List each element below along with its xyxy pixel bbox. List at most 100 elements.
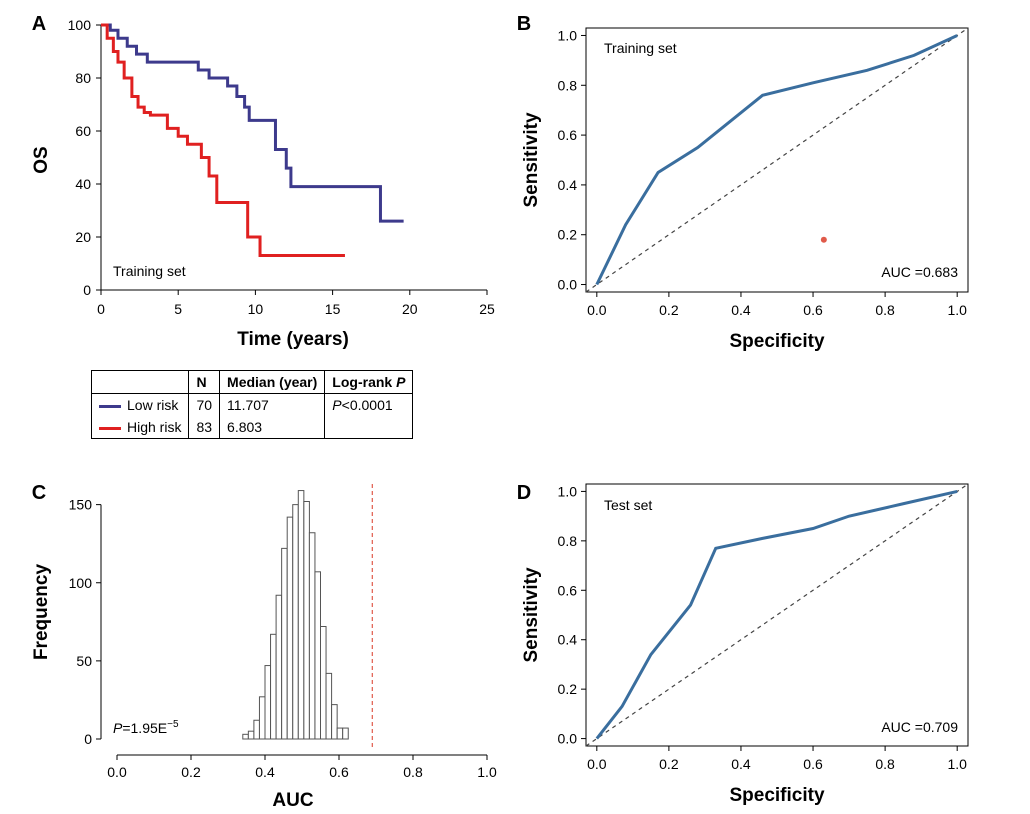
y-tick-label: 1.0: [558, 27, 578, 43]
table-cell-n: 83: [188, 416, 221, 439]
y-tick-label: 0.6: [558, 127, 578, 143]
y-tick-label: 20: [75, 229, 91, 245]
y-tick-label: 0: [83, 282, 91, 298]
panel-letter-b: B: [517, 13, 531, 35]
y-tick-label: 0.8: [558, 77, 578, 93]
km-curve-high-risk: [101, 23, 345, 258]
y-tick-label: 50: [76, 653, 92, 669]
table-cell-p: [324, 416, 414, 439]
km-summary-table: N Median (year) Log-rank P Low risk 70 1…: [90, 370, 414, 439]
y-tick-label: 0.0: [558, 731, 578, 747]
y-axis-title-c: Frequency: [31, 564, 52, 661]
x-axis-title-d: Specificity: [729, 785, 824, 806]
x-tick-label: 0: [97, 301, 105, 317]
x-tick-label: 0.2: [659, 756, 679, 772]
x-tick-label: 10: [248, 301, 264, 317]
y-tick-label: 0.2: [558, 227, 578, 243]
histogram-bar: [331, 704, 338, 740]
x-tick-label: 1.0: [947, 756, 967, 772]
table-header-median: Median (year): [219, 370, 326, 394]
x-axis-title-c: AUC: [272, 790, 313, 811]
histogram-bar: [297, 490, 305, 740]
y-tick-label: 0.0: [558, 277, 578, 293]
table-header-group: [90, 370, 190, 394]
x-tick-label: 0.0: [107, 764, 127, 780]
plot-frame-d: [585, 483, 969, 747]
table-header-row: N Median (year) Log-rank P: [90, 370, 414, 394]
histogram-bar: [264, 665, 272, 740]
y-tick-label: 150: [69, 497, 93, 513]
panel-letter-a: A: [32, 13, 46, 35]
histogram-bar: [320, 626, 327, 740]
y-tick-label: 1.0: [558, 483, 578, 499]
x-tick-label: 0.4: [255, 764, 275, 780]
histogram-bar: [258, 696, 266, 740]
y-axis-title-b: Sensitivity: [521, 112, 542, 207]
x-tick-label: 0.4: [731, 756, 751, 772]
y-tick-label: 0.8: [558, 533, 578, 549]
histogram-bar: [336, 727, 344, 740]
diagonal-reference-line-b: [585, 27, 969, 293]
histogram-bar: [303, 501, 310, 740]
table-cell-p: P<0.0001: [324, 393, 414, 416]
table-cell-group: Low risk: [90, 393, 190, 416]
legend-line-low-risk: [99, 404, 121, 408]
y-tick-label: 60: [75, 123, 91, 139]
annotation-d: Test set: [604, 497, 652, 513]
table-header-n: N: [188, 370, 221, 394]
y-tick-label: 80: [75, 70, 91, 86]
x-tick-label: 15: [325, 301, 341, 317]
histogram-bar: [325, 672, 333, 740]
roc-curve-b: [595, 34, 958, 286]
y-tick-label: 0.4: [558, 632, 578, 648]
histogram-bar: [242, 733, 249, 740]
panel-a-annotation: Training set: [113, 263, 186, 279]
y-axis-title-d: Sensitivity: [521, 567, 542, 662]
x-tick-label: 0.8: [875, 756, 895, 772]
histogram-bar: [275, 594, 283, 740]
group-label: Low risk: [127, 397, 179, 413]
histogram-bar: [342, 727, 349, 740]
group-label: High risk: [127, 419, 182, 435]
roc-curve-d: [595, 489, 958, 740]
legend-line-high-risk: [99, 426, 121, 430]
y-tick-label: 0.6: [558, 582, 578, 598]
table-row-high-risk: High risk 83 6.803: [90, 416, 414, 439]
p-value: <0.0001: [341, 397, 393, 413]
x-tick-label: 0.2: [181, 764, 201, 780]
histogram-bar: [281, 547, 288, 740]
x-tick-label: 1.0: [947, 302, 967, 318]
x-tick-label: 0.6: [329, 764, 349, 780]
km-curve-low-risk: [101, 23, 404, 223]
panel-letter-d: D: [517, 482, 531, 504]
outlier-point-b: [820, 236, 827, 243]
histogram-bar: [308, 532, 316, 740]
histogram-bar: [253, 719, 260, 740]
y-tick-label: 100: [68, 17, 92, 33]
panel-letter-c: C: [32, 482, 46, 504]
auc-label-d: AUC =0.709: [881, 719, 958, 735]
x-tick-label: 0.6: [803, 756, 823, 772]
p-value-annotation: P=1.95E−5: [113, 719, 179, 736]
table-cell-median: 11.707: [219, 393, 326, 416]
histogram-bar: [286, 516, 294, 740]
x-axis-title: Time (years): [237, 329, 349, 350]
x-tick-label: 25: [479, 301, 495, 317]
table-cell-n: 70: [188, 393, 221, 416]
p-letter: P: [332, 397, 342, 413]
histogram-bar: [247, 730, 255, 740]
table-row-low-risk: Low risk 70 11.707 P<0.0001: [90, 393, 414, 416]
y-tick-label: 40: [75, 176, 91, 192]
table-header-logrank: Log-rank P: [324, 370, 414, 394]
x-tick-label: 5: [174, 301, 182, 317]
x-tick-label: 0.8: [875, 302, 895, 318]
y-tick-label: 100: [69, 575, 93, 591]
x-tick-label: 0.2: [659, 302, 679, 318]
x-axis-title-b: Specificity: [729, 331, 824, 352]
y-tick-label: 0.2: [558, 681, 578, 697]
x-tick-label: 0.8: [403, 764, 423, 780]
x-tick-label: 1.0: [477, 764, 497, 780]
plot-frame-b: [585, 27, 969, 293]
diagonal-reference-line-d: [585, 483, 969, 747]
